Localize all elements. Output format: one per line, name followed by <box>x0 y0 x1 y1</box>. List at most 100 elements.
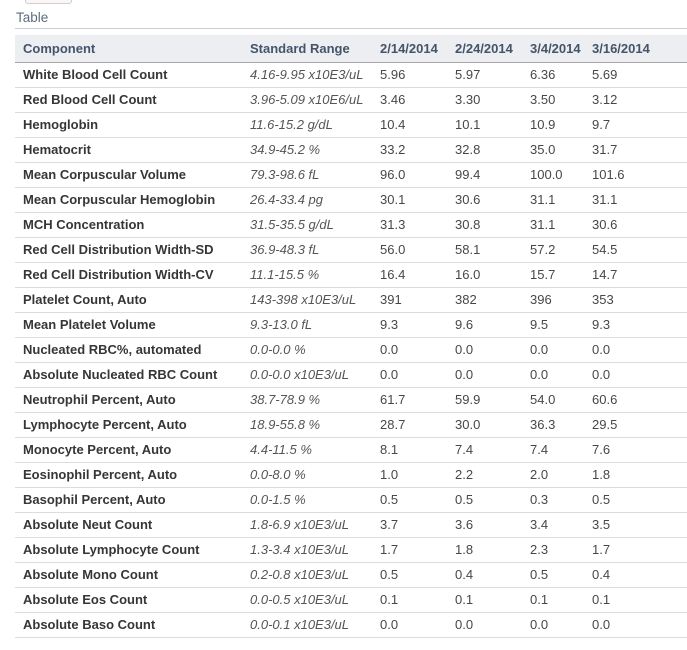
result-value-cell: 0.0 <box>584 612 687 638</box>
column-header: 3/4/2014 <box>522 35 584 63</box>
result-value-cell: 9.3 <box>584 312 687 338</box>
result-value-cell: 30.1 <box>372 187 447 213</box>
standard-range-cell: 0.0-8.0 % <box>242 462 372 488</box>
result-value-cell: 36.3 <box>522 412 584 438</box>
result-value-cell: 3.4 <box>522 512 584 538</box>
result-value-cell: 31.1 <box>584 187 687 213</box>
table-row: Red Cell Distribution Width-SD 36.9-48.3 … <box>15 237 687 263</box>
result-value-cell: 3.46 <box>372 87 447 113</box>
table-row: Hematocrit 34.9-45.2 % 33.2 32.8 35.0 31.7 <box>15 137 687 163</box>
result-value-cell: 0.5 <box>447 487 522 513</box>
component-cell: Hemoglobin <box>15 112 242 138</box>
result-value-cell: 0.5 <box>372 487 447 513</box>
result-value-cell: 2.0 <box>522 462 584 488</box>
standard-range-cell: 4.4-11.5 % <box>242 437 372 463</box>
result-value-cell: 382 <box>447 287 522 313</box>
result-value-cell: 28.7 <box>372 412 447 438</box>
result-value-cell: 3.6 <box>447 512 522 538</box>
table-row: Monocyte Percent, Auto 4.4-11.5 % 8.1 7.4 7.… <box>15 437 687 463</box>
standard-range-cell: 4.16-9.95 x10E3/uL <box>242 62 372 88</box>
result-value-cell: 35.0 <box>522 137 584 163</box>
result-value-cell: 0.0 <box>447 337 522 363</box>
result-value-cell: 30.8 <box>447 212 522 238</box>
result-value-cell: 10.4 <box>372 112 447 138</box>
component-cell: Absolute Baso Count <box>15 612 242 638</box>
result-value-cell: 56.0 <box>372 237 447 263</box>
component-cell: MCH Concentration <box>15 212 242 238</box>
result-value-cell: 7.4 <box>447 437 522 463</box>
result-value-cell: 0.3 <box>522 487 584 513</box>
component-cell: Platelet Count, Auto <box>15 287 242 313</box>
table-row: Mean Corpuscular Volume 79.3-98.6 fL 96.0 9… <box>15 162 687 188</box>
table-row: MCH Concentration 31.5-35.5 g/dL 31.3 30.8 3… <box>15 212 687 238</box>
result-value-cell: 0.0 <box>372 337 447 363</box>
result-value-cell: 0.4 <box>447 562 522 588</box>
result-value-cell: 31.1 <box>522 187 584 213</box>
result-value-cell: 59.9 <box>447 387 522 413</box>
result-value-cell: 54.5 <box>584 237 687 263</box>
table-row: Platelet Count, Auto 143-398 x10E3/uL 391 3… <box>15 287 687 313</box>
component-cell: Absolute Lymphocyte Count <box>15 537 242 563</box>
result-value-cell: 0.5 <box>372 562 447 588</box>
result-value-cell: 57.2 <box>522 237 584 263</box>
result-value-cell: 16.0 <box>447 262 522 288</box>
standard-range-cell: 0.0-0.1 x10E3/uL <box>242 612 372 638</box>
standard-range-cell: 31.5-35.5 g/dL <box>242 212 372 238</box>
result-value-cell: 58.1 <box>447 237 522 263</box>
table-row: Absolute Baso Count 0.0-0.1 x10E3/uL 0.0 0.… <box>15 612 687 638</box>
standard-range-cell: 38.7-78.9 % <box>242 387 372 413</box>
result-value-cell: 1.0 <box>372 462 447 488</box>
result-value-cell: 31.1 <box>522 212 584 238</box>
result-value-cell: 14.7 <box>584 262 687 288</box>
component-cell: Mean Platelet Volume <box>15 312 242 338</box>
result-value-cell: 2.2 <box>447 462 522 488</box>
result-value-cell: 5.96 <box>372 62 447 88</box>
result-value-cell: 0.0 <box>447 362 522 388</box>
result-value-cell: 99.4 <box>447 162 522 188</box>
result-value-cell: 30.0 <box>447 412 522 438</box>
standard-range-cell: 0.0-1.5 % <box>242 487 372 513</box>
result-value-cell: 0.0 <box>522 612 584 638</box>
result-value-cell: 1.7 <box>372 537 447 563</box>
result-value-cell: 0.1 <box>522 587 584 613</box>
standard-range-cell: 1.3-3.4 x10E3/uL <box>242 537 372 563</box>
cropped-top-button[interactable] <box>25 0 72 4</box>
table-row: Lymphocyte Percent, Auto 18.9-55.8 % 28.7 3… <box>15 412 687 438</box>
result-value-cell: 0.0 <box>522 337 584 363</box>
standard-range-cell: 11.1-15.5 % <box>242 262 372 288</box>
component-cell: Absolute Neut Count <box>15 512 242 538</box>
result-value-cell: 396 <box>522 287 584 313</box>
result-value-cell: 0.0 <box>447 612 522 638</box>
tab-table[interactable]: Table <box>16 10 49 25</box>
result-value-cell: 0.5 <box>584 487 687 513</box>
result-value-cell: 0.1 <box>372 587 447 613</box>
component-cell: Mean Corpuscular Hemoglobin <box>15 187 242 213</box>
tab-bar: Table <box>15 0 687 29</box>
result-value-cell: 100.0 <box>522 162 584 188</box>
standard-range-cell: 0.0-0.0 % <box>242 337 372 363</box>
result-value-cell: 9.3 <box>372 312 447 338</box>
result-value-cell: 5.69 <box>584 62 687 88</box>
column-header: Standard Range <box>242 35 372 63</box>
standard-range-cell: 0.2-0.8 x10E3/uL <box>242 562 372 588</box>
standard-range-cell: 1.8-6.9 x10E3/uL <box>242 512 372 538</box>
result-value-cell: 6.36 <box>522 62 584 88</box>
result-value-cell: 31.7 <box>584 137 687 163</box>
result-value-cell: 3.7 <box>372 512 447 538</box>
component-cell: Neutrophil Percent, Auto <box>15 387 242 413</box>
standard-range-cell: 0.0-0.5 x10E3/uL <box>242 587 372 613</box>
component-cell: Basophil Percent, Auto <box>15 487 242 513</box>
result-value-cell: 1.8 <box>584 462 687 488</box>
standard-range-cell: 26.4-33.4 pg <box>242 187 372 213</box>
result-value-cell: 54.0 <box>522 387 584 413</box>
standard-range-cell: 18.9-55.8 % <box>242 412 372 438</box>
result-value-cell: 60.6 <box>584 387 687 413</box>
result-value-cell: 96.0 <box>372 162 447 188</box>
table-row: Absolute Lymphocyte Count 1.3-3.4 x10E3/u… <box>15 537 687 563</box>
result-value-cell: 33.2 <box>372 137 447 163</box>
result-value-cell: 5.97 <box>447 62 522 88</box>
standard-range-cell: 0.0-0.0 x10E3/uL <box>242 362 372 388</box>
result-value-cell: 16.4 <box>372 262 447 288</box>
result-value-cell: 10.1 <box>447 112 522 138</box>
result-value-cell: 7.6 <box>584 437 687 463</box>
